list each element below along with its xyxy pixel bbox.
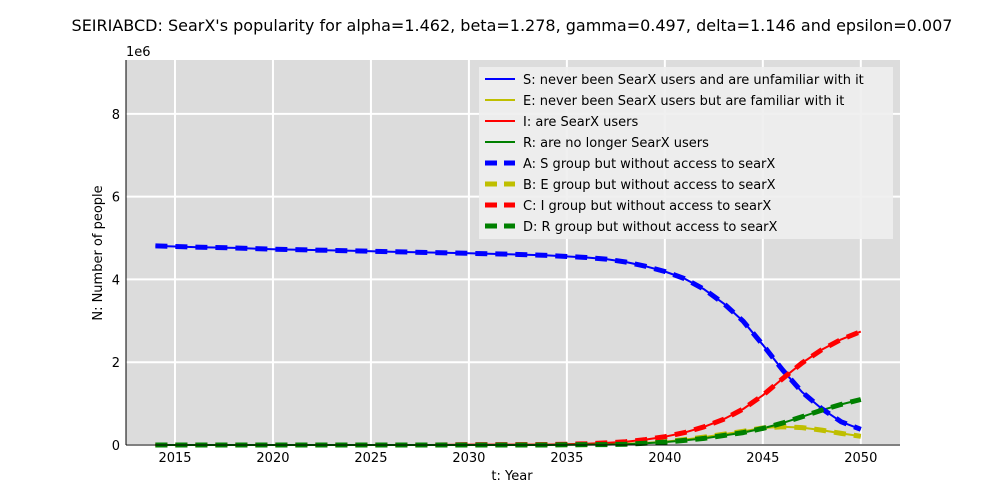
legend-label: S: never been SearX users and are unfami…	[523, 73, 864, 88]
y-tick-label: 6	[112, 191, 120, 206]
y-tick-label: 0	[112, 439, 120, 454]
x-tick-label: 2020	[256, 451, 289, 466]
legend-label: B: E group but without access to searX	[523, 178, 776, 193]
legend-label: A: S group but without access to searX	[523, 157, 775, 172]
y-axis-label: N: Number of people	[91, 185, 106, 320]
x-tick-label: 2050	[844, 451, 877, 466]
x-axis-label: t: Year	[491, 469, 533, 484]
y-tick-label: 2	[112, 356, 120, 371]
x-tick-label: 2045	[746, 451, 779, 466]
legend-label: R: are no longer SearX users	[523, 136, 709, 151]
axes	[125, 60, 900, 446]
x-tick-label: 2025	[354, 451, 387, 466]
chart-title: SEIRIABCD: SearX's popularity for alpha=…	[72, 16, 953, 35]
x-tick-label: 2035	[550, 451, 583, 466]
legend-label: C: I group but without access to searX	[523, 199, 771, 214]
x-tick-label: 2015	[158, 451, 191, 466]
x-tick-label: 2030	[452, 451, 485, 466]
x-tick-label: 2040	[648, 451, 681, 466]
legend-box	[479, 67, 893, 239]
legend: S: never been SearX users and are unfami…	[479, 67, 893, 239]
y-tick-label: 4	[112, 273, 120, 288]
y-offset-label: 1e6	[126, 45, 151, 60]
legend-label: D: R group but without access to searX	[523, 220, 778, 235]
tick-labels: 2015 2020 2025 2030 2035 2040 2045 2050 0 2 4 6 8	[112, 108, 878, 466]
y-tick-label: 8	[112, 108, 120, 123]
legend-label: I: are SearX users	[523, 115, 638, 130]
legend-label: E: never been SearX users but are famili…	[523, 94, 844, 109]
series-line	[155, 243, 862, 432]
